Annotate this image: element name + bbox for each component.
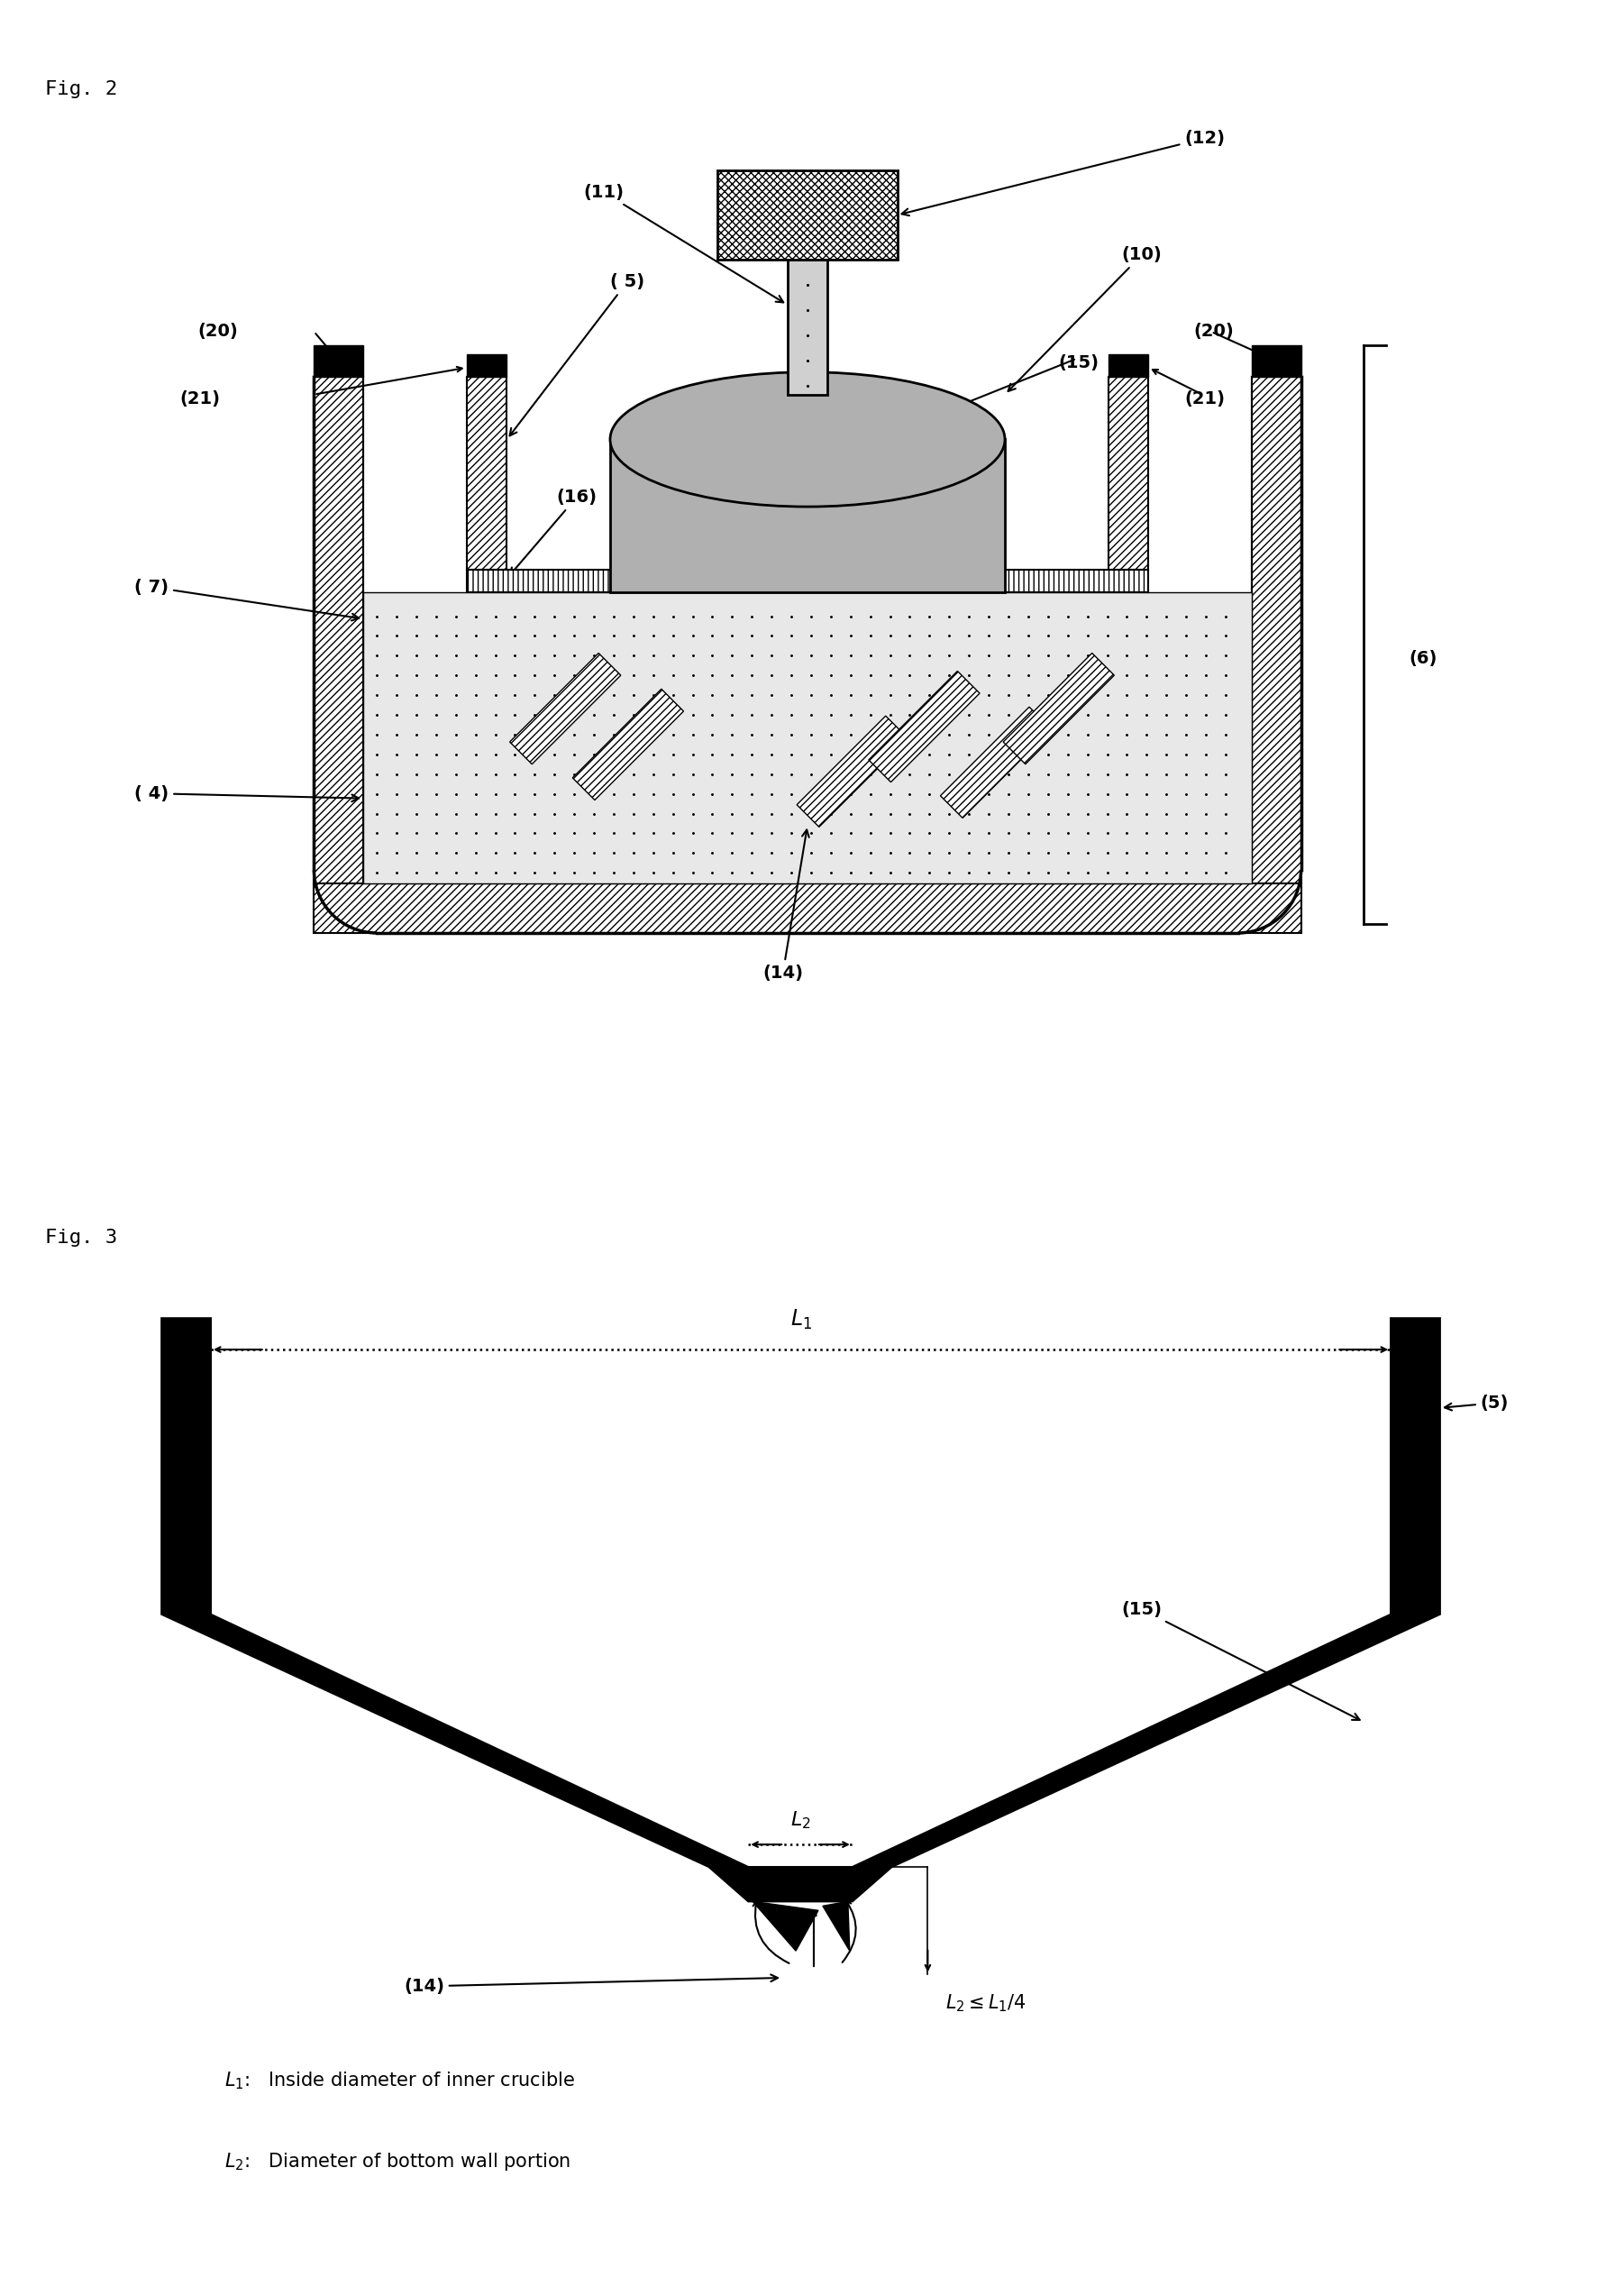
- Text: (15): (15): [1121, 1600, 1360, 1720]
- Polygon shape: [853, 1318, 1441, 1867]
- Polygon shape: [1252, 344, 1302, 377]
- Text: $L_2 \leq L_1/4$: $L_2 \leq L_1/4$: [946, 1993, 1027, 2014]
- Polygon shape: [709, 1867, 891, 1901]
- Polygon shape: [717, 170, 898, 259]
- Polygon shape: [467, 354, 507, 377]
- Polygon shape: [363, 592, 1252, 884]
- Text: Fig. 3: Fig. 3: [45, 1228, 118, 1247]
- Text: (12): (12): [901, 129, 1224, 216]
- Text: (20): (20): [1193, 324, 1234, 340]
- Polygon shape: [1108, 377, 1148, 569]
- Text: (20): (20): [197, 324, 237, 340]
- Text: (11): (11): [583, 184, 783, 303]
- Polygon shape: [610, 439, 1005, 592]
- Polygon shape: [162, 1318, 748, 1867]
- Text: (5): (5): [1445, 1394, 1508, 1412]
- Polygon shape: [313, 884, 1302, 932]
- Text: ( 4): ( 4): [134, 785, 359, 801]
- Polygon shape: [313, 377, 363, 884]
- Polygon shape: [573, 689, 683, 799]
- Text: $L_2$:   Diameter of bottom wall portion: $L_2$: Diameter of bottom wall portion: [224, 2151, 570, 2172]
- Polygon shape: [1108, 354, 1148, 377]
- Polygon shape: [467, 569, 1148, 592]
- Text: (10): (10): [1008, 246, 1161, 390]
- Text: (6): (6): [1408, 650, 1437, 668]
- Text: ( 5): ( 5): [510, 273, 644, 436]
- Text: (16): (16): [510, 489, 598, 574]
- Text: (21): (21): [1184, 390, 1224, 406]
- Text: $L_1$:   Inside diameter of inner crucible: $L_1$: Inside diameter of inner crucible: [224, 2071, 575, 2092]
- Polygon shape: [467, 377, 507, 569]
- Ellipse shape: [610, 372, 1005, 507]
- Polygon shape: [822, 1901, 849, 1952]
- Polygon shape: [869, 670, 980, 783]
- Text: $L_2$: $L_2$: [790, 1809, 811, 1830]
- Polygon shape: [1003, 652, 1114, 765]
- Polygon shape: [796, 716, 908, 827]
- Text: (14): (14): [404, 1975, 778, 1995]
- Text: (21): (21): [179, 390, 220, 406]
- Text: ( 7): ( 7): [134, 579, 359, 620]
- Polygon shape: [1252, 377, 1302, 884]
- Polygon shape: [510, 652, 620, 765]
- Polygon shape: [940, 707, 1051, 817]
- Text: (14): (14): [762, 829, 809, 980]
- Polygon shape: [788, 259, 827, 395]
- Text: (15): (15): [1059, 354, 1100, 372]
- Text: Fig. 2: Fig. 2: [45, 80, 118, 99]
- Text: $L_1$: $L_1$: [790, 1309, 812, 1332]
- Polygon shape: [313, 344, 363, 377]
- Polygon shape: [753, 1901, 819, 1952]
